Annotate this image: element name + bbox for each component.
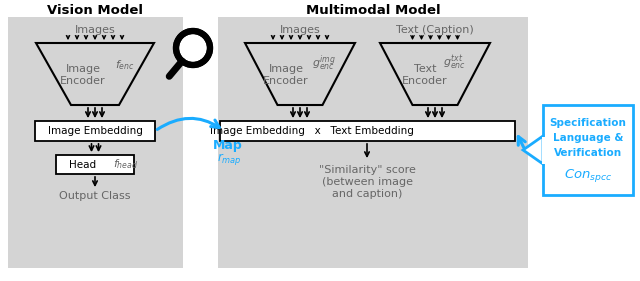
Bar: [8, 17, 183, 268]
Polygon shape: [36, 43, 154, 105]
Text: Head: Head: [69, 160, 97, 169]
Polygon shape: [523, 136, 543, 164]
Text: $f_{head}$: $f_{head}$: [113, 158, 138, 171]
Bar: [218, 17, 528, 268]
Text: $f_{enc}$: $f_{enc}$: [115, 58, 135, 72]
Text: Image Embedding   x   Text Embedding: Image Embedding x Text Embedding: [210, 126, 414, 136]
Text: $r_{map}$: $r_{map}$: [217, 151, 242, 167]
Text: $g^{txt}_{enc}$: $g^{txt}_{enc}$: [443, 54, 466, 72]
Text: Output Class: Output Class: [60, 191, 131, 201]
Text: "Similarity" score: "Similarity" score: [319, 165, 415, 175]
Text: Language &: Language &: [553, 133, 623, 143]
Text: Image Embedding: Image Embedding: [47, 126, 143, 136]
Text: Vision Model: Vision Model: [47, 4, 143, 17]
Text: Image: Image: [65, 64, 100, 74]
Text: Text: Text: [413, 64, 436, 74]
Text: Text (Caption): Text (Caption): [396, 25, 474, 35]
Text: Image: Image: [269, 64, 303, 74]
Bar: [220, 121, 515, 141]
Text: Encoder: Encoder: [402, 76, 448, 86]
Polygon shape: [245, 43, 355, 105]
Text: Multimodal Model: Multimodal Model: [306, 4, 440, 17]
Text: Images: Images: [75, 25, 115, 35]
Bar: [542, 137, 545, 164]
Text: Images: Images: [280, 25, 321, 35]
Bar: [543, 105, 633, 195]
Text: Map: Map: [213, 139, 243, 151]
Polygon shape: [380, 43, 490, 105]
Text: Verification: Verification: [554, 148, 622, 158]
Bar: [35, 121, 155, 141]
Text: and caption): and caption): [332, 189, 402, 199]
Text: (between image: (between image: [321, 177, 413, 187]
FancyArrowPatch shape: [518, 137, 525, 148]
Text: $g^{img}_{enc}$: $g^{img}_{enc}$: [312, 53, 336, 73]
Bar: [56, 155, 134, 174]
Circle shape: [176, 31, 210, 65]
Text: $\mathit{Con}_{spcc}$: $\mathit{Con}_{spcc}$: [564, 167, 612, 183]
Text: Specification: Specification: [550, 118, 627, 128]
Text: Encoder: Encoder: [263, 76, 309, 86]
FancyArrowPatch shape: [157, 118, 220, 130]
Text: Encoder: Encoder: [60, 76, 106, 86]
